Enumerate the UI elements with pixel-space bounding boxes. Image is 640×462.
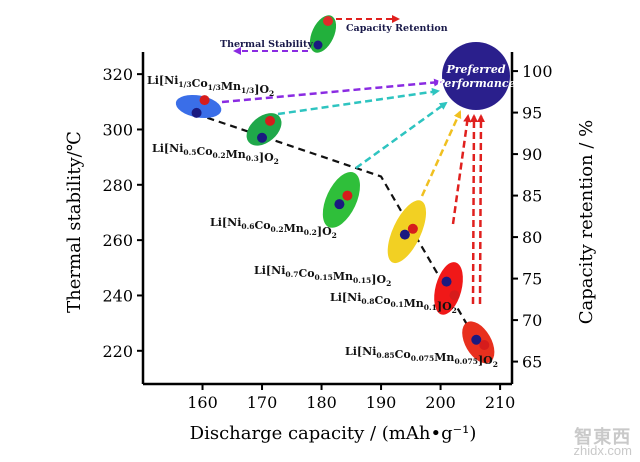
x-axis-ticks: 160 170 180 190 200 210 (187, 384, 515, 412)
watermark: 智東西 zhidx.com (573, 427, 632, 458)
arrow-red-left (451, 114, 472, 225)
y-left-tick-label: 320 (102, 65, 133, 84)
y-left-tick-label: 280 (102, 176, 133, 195)
material-label-5: Li[Ni0.8Co0.1Mn0.1]O2 (330, 291, 457, 315)
material-label-1: Li[Ni1/3Co1/3Mn1/3]O2 (147, 74, 274, 98)
watermark-logo: 智東西 (574, 427, 632, 447)
x-tick-label: 180 (306, 393, 337, 412)
preferred-label-line1: Preferred (445, 63, 505, 76)
y-right-tick-label: 85 (522, 187, 542, 206)
arrow-red-right (476, 114, 485, 305)
capacity-retention-point-5 (449, 290, 460, 301)
capacity-retention-point-1 (199, 95, 210, 106)
thermal-stability-point-5 (441, 276, 452, 287)
legend-blue-dot (313, 40, 323, 50)
material-ellipse-1 (175, 94, 222, 119)
y-right-axis-ticks: 65 70 75 80 85 90 95 100 (512, 62, 553, 372)
arrow-purple (221, 78, 442, 104)
watermark-url: zhidx.com (573, 443, 632, 458)
y-left-axis-ticks: 220 240 260 280 300 320 (102, 65, 143, 361)
material-label-4: Li[Ni0.7Co0.15Mn0.15]O2 (254, 264, 391, 288)
thermal-stability-point-6 (471, 334, 482, 345)
thermal-stability-point-2 (257, 132, 268, 143)
thermal-stability-point-3 (334, 199, 345, 210)
material-label-3: Li[Ni0.6Co0.2Mn0.2]O2 (210, 216, 337, 240)
y-right-axis-title: Capacity retention / % (576, 120, 597, 325)
y-right-tick-label: 65 (522, 353, 542, 372)
y-left-tick-label: 300 (102, 120, 133, 139)
y-right-tick-label: 70 (522, 311, 542, 330)
legend-red-dot (323, 16, 333, 26)
preferred-label-line2: Performance (435, 77, 515, 90)
material-label-2: Li[Ni0.5Co0.2Mn0.3]O2 (152, 142, 279, 166)
material-label-6: Li[Ni0.85Co0.075Mn0.075]O2 (345, 345, 498, 369)
y-right-tick-label: 95 (522, 104, 542, 123)
x-tick-label: 210 (485, 393, 516, 412)
thermal-stability-point-4 (399, 229, 410, 240)
capacity-retention-point-3 (342, 190, 353, 201)
arrow-red-mid (469, 114, 478, 305)
y-right-tick-label: 75 (522, 270, 542, 289)
capacity-retention-label: Capacity Retention (346, 23, 448, 34)
arrows-group (221, 78, 485, 305)
x-tick-label: 200 (425, 393, 456, 412)
material-ellipse-5 (434, 262, 463, 315)
capacity-retention-point-6 (479, 339, 490, 350)
preferred-performance-circle (442, 42, 510, 110)
x-tick-label: 190 (366, 393, 397, 412)
y-left-tick-label: 220 (102, 342, 133, 361)
x-axis-title: Discharge capacity / (mAh•g⁻¹) (190, 423, 477, 444)
y-left-axis-title: Thermal stability/℃ (64, 131, 85, 313)
y-right-tick-label: 90 (522, 145, 542, 164)
materials-group: Li[Ni1/3Co1/3Mn1/3]O2 Li[Ni0.5Co0.2Mn0.3]… (147, 74, 498, 369)
y-right-tick-label: 80 (522, 228, 542, 247)
arrow-cyan-lower (355, 101, 448, 170)
thermal-stability-label: Thermal Stability (220, 39, 313, 50)
y-left-tick-label: 240 (102, 286, 133, 305)
capacity-retention-point-2 (265, 115, 276, 126)
arrow-yellow (420, 110, 462, 197)
y-left-tick-label: 260 (102, 231, 133, 250)
thermal-stability-point-1 (191, 107, 202, 118)
x-tick-label: 170 (247, 393, 278, 412)
x-tick-label: 160 (187, 393, 218, 412)
capacity-retention-point-4 (407, 223, 418, 234)
arrow-cyan-upper (277, 87, 440, 116)
y-right-tick-label: 100 (522, 62, 553, 81)
